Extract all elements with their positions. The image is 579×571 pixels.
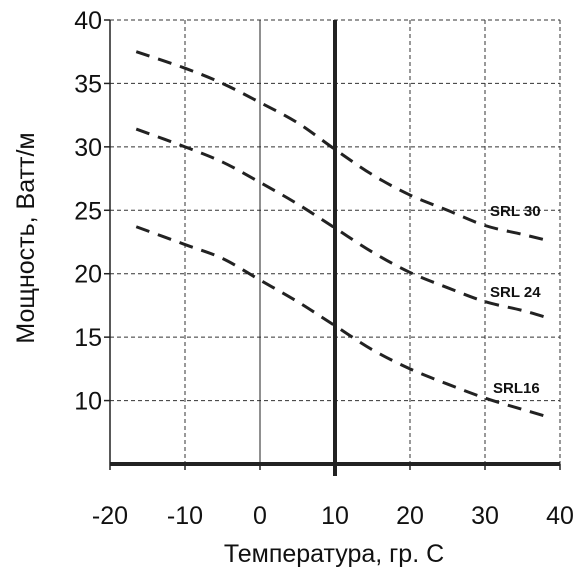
series-label: SRL 24 xyxy=(490,284,541,301)
series-line-srl16 xyxy=(135,225,550,419)
x-tick-label: 30 xyxy=(471,502,499,530)
series-line-srl30 xyxy=(135,50,550,243)
x-axis-title: Температура, гр. С xyxy=(224,540,444,568)
y-tick-label: 15 xyxy=(74,324,102,352)
x-tick-label: 10 xyxy=(321,502,349,530)
axes xyxy=(104,19,561,470)
x-tick-label: -10 xyxy=(167,502,203,530)
x-tick-label: 40 xyxy=(546,502,574,530)
x-tick-label: 0 xyxy=(253,502,267,530)
y-tick-label: 35 xyxy=(74,70,102,98)
x-tick-label: 20 xyxy=(396,502,424,530)
series-label: SRL16 xyxy=(493,380,540,397)
y-tick-label: 20 xyxy=(74,261,102,289)
y-tick-label: 25 xyxy=(74,197,102,225)
x-tick-label: -20 xyxy=(92,502,128,530)
y-tick-label: 30 xyxy=(74,134,102,162)
series-line-srl24 xyxy=(135,127,550,320)
tick-labels: -20 -10 0 10 20 30 40 10 15 20 25 30 35 40 SRL 30 SRL 2… xyxy=(74,7,574,530)
series xyxy=(135,50,550,419)
y-tick-label: 10 xyxy=(74,388,102,416)
y-tick-label: 40 xyxy=(74,7,102,35)
y-axis-title: Мощность, Ватт/м xyxy=(12,132,40,343)
series-label: SRL 30 xyxy=(490,203,541,220)
